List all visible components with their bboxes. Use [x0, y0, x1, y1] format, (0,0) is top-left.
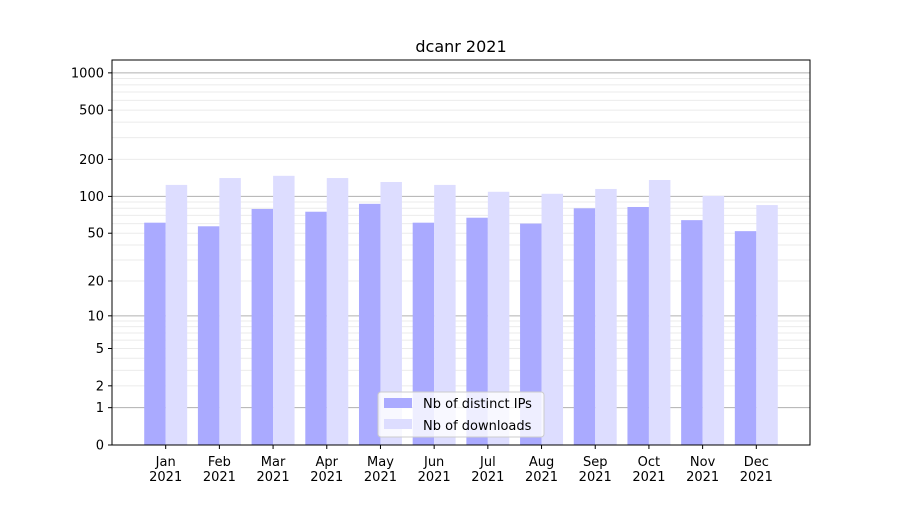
x-tick-label: 2021: [579, 470, 612, 485]
y-tick-label: 100: [79, 190, 104, 205]
bar-distinct-ips: [305, 211, 327, 445]
y-axis: 0 1 2 5 10 20 50 100 200 500 1000: [71, 66, 112, 454]
legend-label-ips: Nb of distinct IPs: [423, 397, 532, 412]
bar-downloads: [702, 195, 725, 445]
x-tick-label: Jan: [155, 455, 176, 470]
x-tick-label: Sep: [583, 455, 608, 470]
bar-distinct-ips: [144, 222, 166, 445]
bar-downloads: [165, 184, 188, 445]
chart-title: dcanr 2021: [415, 37, 506, 56]
y-tick-label: 10: [87, 309, 104, 324]
y-tick-label: 200: [79, 153, 104, 168]
bar-downloads: [219, 178, 241, 446]
x-tick-label: 2021: [364, 470, 397, 485]
bar-downloads: [756, 205, 778, 445]
y-tick-label: 1000: [71, 66, 104, 81]
bar-downloads: [434, 184, 456, 445]
x-tick-label: 2021: [310, 470, 343, 485]
bar-distinct-ips: [681, 220, 703, 445]
y-tick-label: 2: [96, 379, 104, 394]
y-tick-label: 5: [96, 342, 104, 357]
legend: Nb of distinct IPs Nb of downloads: [377, 391, 545, 438]
x-tick-label: 2021: [418, 470, 451, 485]
x-tick-label: 2021: [686, 470, 719, 485]
x-tick-label: Aug: [529, 455, 554, 470]
bar-downloads: [648, 179, 671, 445]
x-tick-label: 2021: [149, 470, 182, 485]
bar-downloads: [541, 193, 564, 445]
x-tick-label: Dec: [744, 455, 769, 470]
y-tick-label: 500: [79, 104, 104, 119]
bar-downloads: [326, 178, 349, 446]
legend-box: [377, 391, 545, 438]
legend-swatch-downloads: [384, 419, 412, 429]
x-tick-label: 2021: [203, 470, 236, 485]
x-tick-label: Mar: [261, 455, 286, 470]
bar-downloads: [380, 181, 402, 445]
bar-distinct-ips: [466, 217, 488, 445]
bar-downloads: [487, 191, 510, 445]
plot-frame: [111, 59, 811, 446]
x-tick-label: Apr: [316, 455, 339, 470]
bar-downloads: [595, 188, 617, 445]
y-tick-label: 20: [87, 275, 104, 290]
x-tick-label: Jul: [479, 455, 496, 470]
x-tick-label: 2021: [632, 470, 665, 485]
bar-distinct-ips: [573, 208, 596, 445]
x-axis: Jan2021Feb2021Mar2021Apr2021May2021Jun20…: [149, 445, 773, 485]
x-tick-label: Feb: [208, 455, 231, 470]
bar-distinct-ips: [197, 226, 220, 445]
x-tick-label: Jun: [423, 455, 444, 470]
bar-distinct-ips: [520, 223, 542, 445]
x-tick-label: May: [367, 455, 394, 470]
bar-distinct-ips: [734, 231, 757, 445]
bars: [144, 175, 778, 446]
bar-distinct-ips: [358, 203, 381, 445]
x-tick-label: 2021: [471, 470, 504, 485]
x-tick-label: 2021: [525, 470, 558, 485]
y-tick-label: 1: [96, 401, 104, 416]
bar-distinct-ips: [627, 206, 649, 445]
x-tick-label: Nov: [690, 455, 716, 470]
legend-label-downloads: Nb of downloads: [423, 419, 532, 434]
x-tick-label: 2021: [740, 470, 773, 485]
y-tick-label: 0: [96, 439, 104, 454]
bar-distinct-ips: [412, 222, 435, 445]
x-tick-label: Oct: [638, 455, 660, 470]
bar-downloads: [273, 175, 295, 445]
legend-swatch-ips: [384, 398, 412, 408]
y-tick-label: 50: [87, 227, 104, 242]
bar-distinct-ips: [251, 208, 274, 445]
x-tick-label: 2021: [257, 470, 290, 485]
